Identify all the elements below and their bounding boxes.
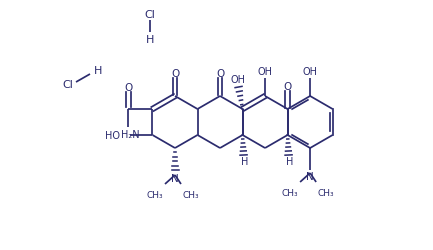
Text: N: N (306, 171, 314, 181)
Text: H₂N: H₂N (121, 130, 140, 140)
Text: O: O (284, 82, 292, 92)
Text: CH₃: CH₃ (147, 191, 163, 200)
Text: CH₃: CH₃ (318, 189, 334, 198)
Text: OH: OH (258, 67, 272, 77)
Text: H: H (286, 156, 293, 166)
Text: O: O (124, 83, 132, 93)
Text: O: O (216, 69, 224, 79)
Text: HO: HO (106, 130, 120, 140)
Text: Cl: Cl (145, 10, 155, 20)
Text: OH: OH (303, 67, 317, 77)
Text: OH: OH (230, 75, 245, 85)
Text: O: O (171, 69, 179, 79)
Text: CH₃: CH₃ (183, 191, 199, 200)
Text: H: H (146, 35, 154, 45)
Text: Cl: Cl (62, 80, 74, 90)
Text: H: H (94, 66, 102, 76)
Text: CH₃: CH₃ (282, 189, 298, 198)
Text: N: N (171, 173, 179, 183)
Text: H: H (241, 156, 248, 166)
